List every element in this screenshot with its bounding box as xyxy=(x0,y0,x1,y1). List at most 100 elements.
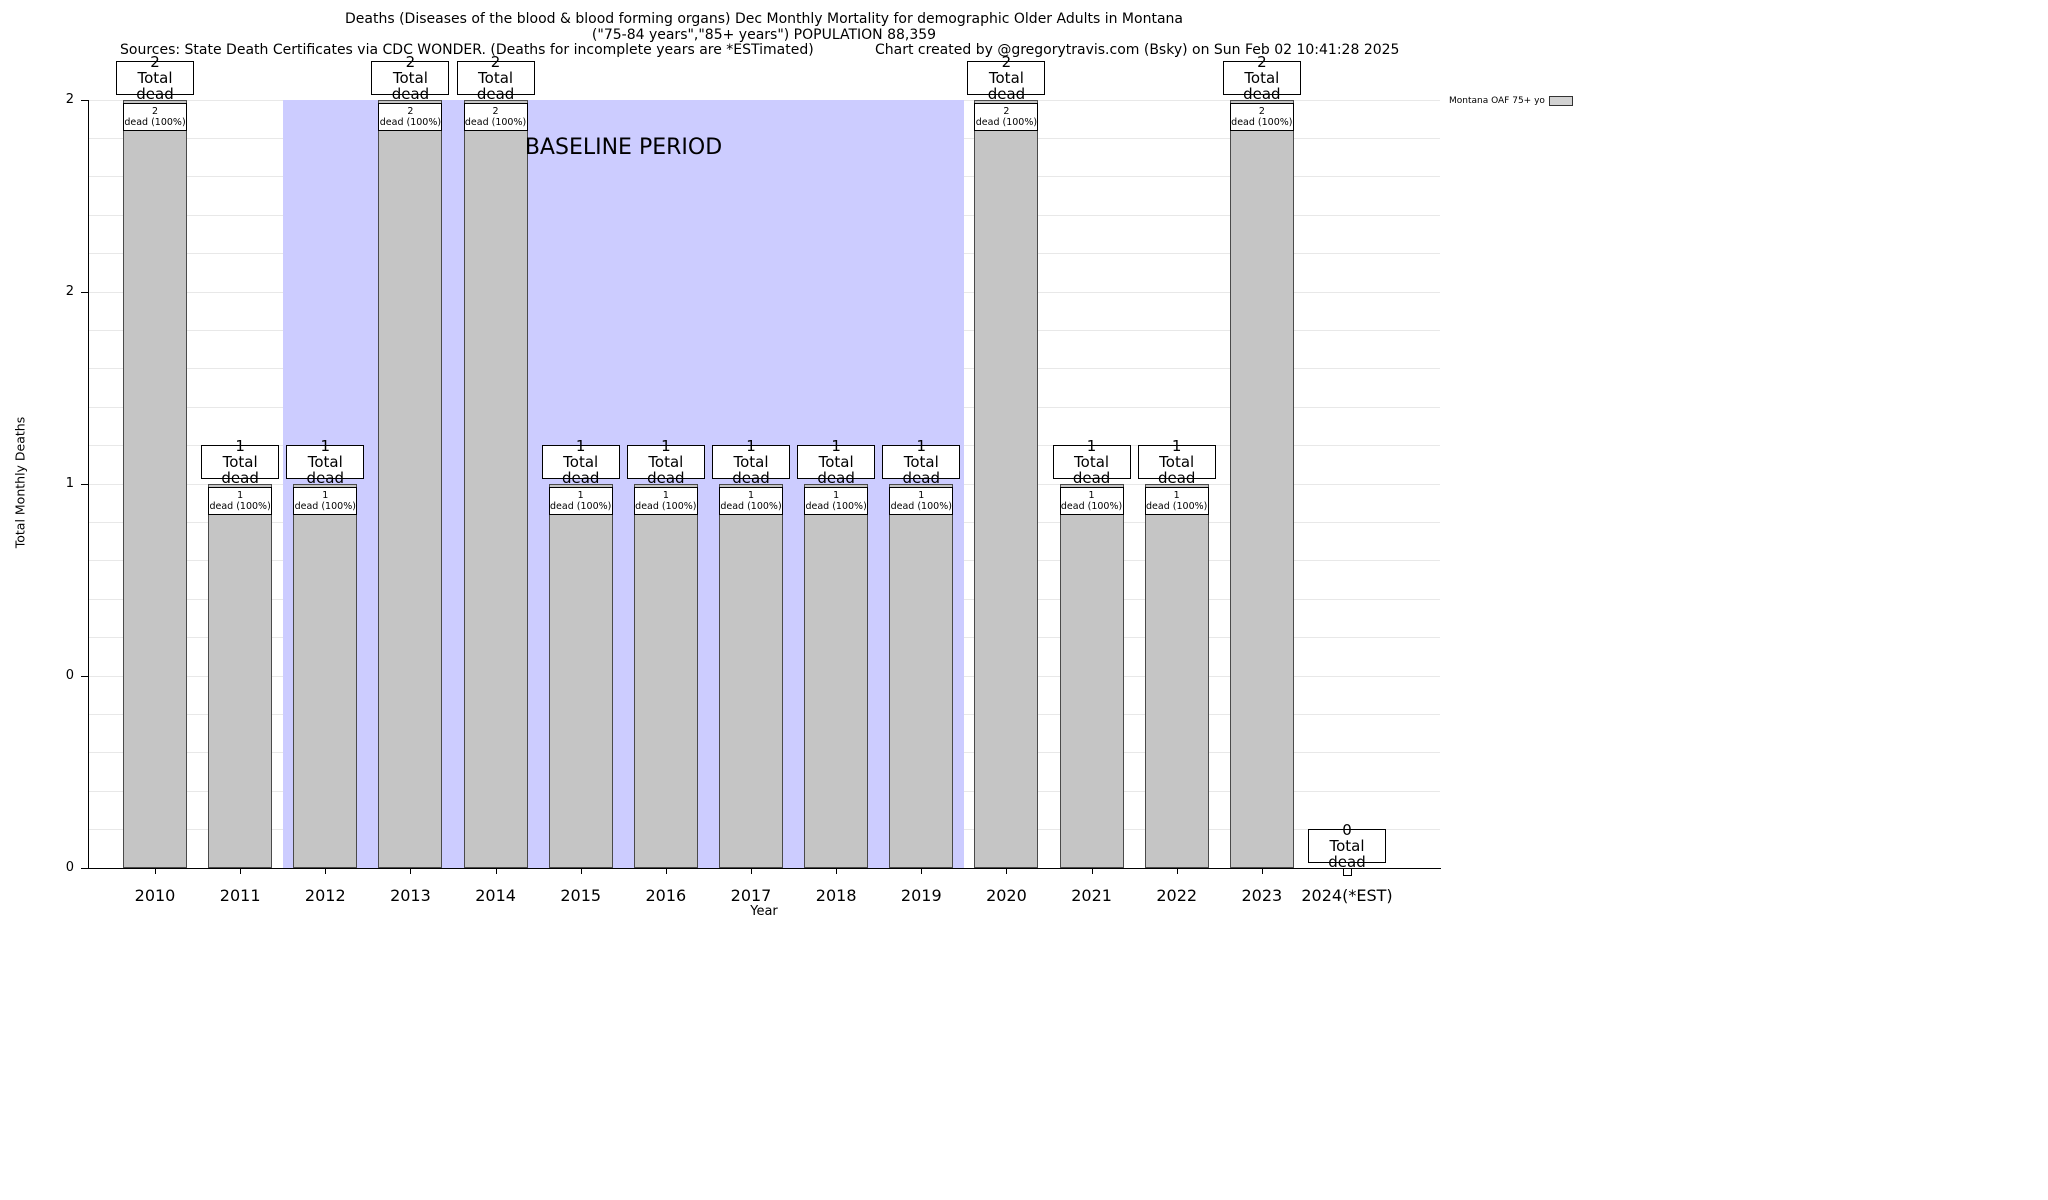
bar-total-value: 1 xyxy=(831,437,841,455)
credit-note: Chart created by @gregorytravis.com (Bsk… xyxy=(875,42,1400,58)
bar-pct-value: 1 xyxy=(237,490,244,501)
x-tick-label: 2015 xyxy=(560,886,602,905)
x-tick-label: 2022 xyxy=(1156,886,1198,905)
bar-total-value: 2 xyxy=(1257,53,1267,71)
bar xyxy=(974,100,1039,868)
bar-pct-value: 2 xyxy=(1258,106,1265,117)
x-tick-label: 2024(*EST) xyxy=(1301,886,1393,905)
x-tick xyxy=(921,868,923,874)
x-tick-label: 2023 xyxy=(1241,886,1283,905)
bar-pct-box: 1 dead (100%) xyxy=(889,487,954,515)
zero-bar-marker xyxy=(1342,868,1352,876)
bar-total-box: 2 Total dead xyxy=(116,54,194,102)
bar xyxy=(804,484,869,868)
bar-pct-value: 1 xyxy=(1088,490,1095,501)
bar xyxy=(463,100,528,868)
y-tick-label: 2 xyxy=(65,92,74,107)
bar-total-value: 1 xyxy=(916,437,927,455)
baseline-period-label: BASELINE PERIOD xyxy=(524,135,723,160)
bar-total-label: Total dead xyxy=(987,69,1026,103)
chart-title: Deaths (Diseases of the blood & blood fo… xyxy=(345,11,1183,27)
bar-total-box: 1 Total dead xyxy=(201,438,280,486)
bar xyxy=(548,484,613,868)
bar-pct-value: 1 xyxy=(747,490,755,501)
bar-pct-box: 1 dead (100%) xyxy=(1059,487,1124,515)
bar-pct-label: dead (100%) xyxy=(294,501,356,512)
chart-subtitle: ("75-84 years","85+ years") POPULATION 8… xyxy=(591,27,937,43)
x-tick xyxy=(1261,868,1263,874)
bar xyxy=(293,484,358,868)
bar-total-value: 1 xyxy=(235,437,245,455)
x-tick xyxy=(1006,868,1008,874)
bar-total-value: 1 xyxy=(575,437,586,455)
bar-total-label: Total dead xyxy=(476,69,515,103)
x-tick xyxy=(751,868,752,874)
bar-pct-box: 1 dead (100%) xyxy=(633,487,698,515)
bar-total-label: Total dead xyxy=(221,453,259,487)
x-tick xyxy=(325,868,327,874)
y-axis-spine xyxy=(88,100,89,869)
bar-pct-box: 1 dead (100%) xyxy=(1144,487,1209,515)
y-tick-label: 1 xyxy=(65,476,74,491)
x-tick-label: 2020 xyxy=(986,886,1027,905)
y-axis-label: Total Monthly Deaths xyxy=(12,416,28,549)
bar-total-label: Total dead xyxy=(391,69,430,103)
x-tick xyxy=(495,868,497,874)
bar xyxy=(889,484,954,868)
bar-total-box: 1 Total dead xyxy=(797,438,876,486)
bar-pct-value: 1 xyxy=(1173,490,1180,501)
x-tick-label: 2012 xyxy=(304,886,346,905)
bar-total-label: Total dead xyxy=(1243,69,1281,103)
legend-bar-swatch-icon xyxy=(1548,96,1573,106)
bar-pct-box: 1 dead (100%) xyxy=(208,487,273,515)
bar-total-label: Total dead xyxy=(136,69,174,103)
x-tick xyxy=(580,868,582,874)
bar xyxy=(208,484,273,868)
x-tick xyxy=(1176,868,1178,874)
bar-total-value: 2 xyxy=(1001,53,1012,71)
bar-total-value: 1 xyxy=(1171,437,1182,455)
bar xyxy=(1059,484,1124,868)
bar xyxy=(633,484,698,868)
x-axis-spine xyxy=(88,868,1441,869)
x-tick xyxy=(665,868,667,874)
bar-total-label: Total dead xyxy=(1072,453,1111,487)
x-tick-label: 2018 xyxy=(815,886,857,905)
y-tick-label: 2 xyxy=(65,284,74,299)
x-tick xyxy=(836,868,838,874)
bar-pct-box: 2 dead (100%) xyxy=(974,103,1039,131)
bar-pct-value: 2 xyxy=(151,106,159,117)
bar-total-box: 2 Total dead xyxy=(967,54,1046,102)
bar-total-value: 2 xyxy=(490,53,501,71)
bar xyxy=(1229,100,1294,868)
bar-total-label: Total dead xyxy=(647,453,685,487)
bar-pct-value: 2 xyxy=(492,106,499,117)
bar-total-value: 1 xyxy=(746,437,756,455)
y-tick xyxy=(81,867,88,869)
x-tick-label: 2014 xyxy=(475,886,516,905)
bar-pct-value: 1 xyxy=(577,490,584,501)
bar-pct-box: 2 dead (100%) xyxy=(378,103,443,131)
bar-pct-value: 1 xyxy=(662,490,669,501)
bar-total-value: 1 xyxy=(320,437,331,455)
bar-total-label: Total dead xyxy=(561,453,600,487)
bar-pct-box: 2 dead (100%) xyxy=(1229,103,1294,131)
y-tick xyxy=(81,291,88,293)
bar xyxy=(1144,484,1209,868)
bar-pct-box: 1 dead (100%) xyxy=(719,487,783,515)
bar-total-box: 2 Total dead xyxy=(371,54,450,102)
bar-total-box: 2 Total dead xyxy=(1222,54,1301,102)
bar-pct-label: dead (100%) xyxy=(975,117,1038,128)
bar xyxy=(719,484,783,868)
bar-pct-value: 2 xyxy=(407,106,414,117)
bar-total-box: 1 Total dead xyxy=(626,438,705,486)
bar-pct-label: dead (100%) xyxy=(635,501,697,512)
y-tick-label: 0 xyxy=(65,668,74,683)
x-tick xyxy=(155,868,156,874)
bar-total-box: 2 Total dead xyxy=(456,54,535,102)
y-tick-label: 0 xyxy=(65,860,74,875)
bar-total-label: Total dead xyxy=(902,453,941,487)
legend: Montana OAF 75+ yo xyxy=(1449,96,1573,106)
x-tick xyxy=(410,868,412,874)
